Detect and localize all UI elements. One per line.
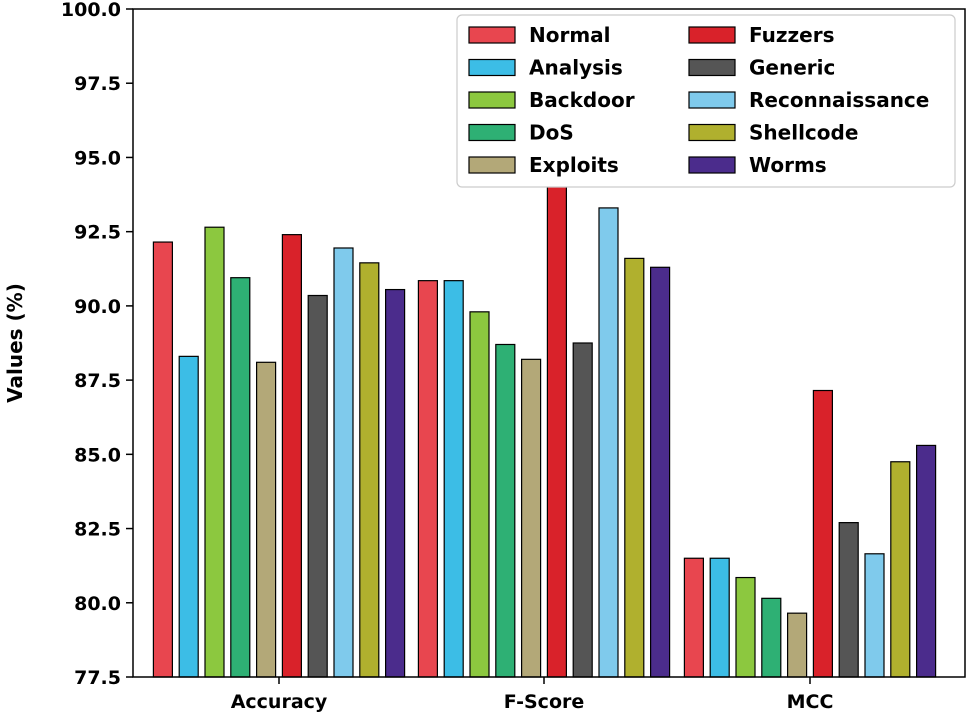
bar-analysis-mcc (709, 557, 730, 678)
legend-swatch-fuzzers (688, 26, 736, 44)
bar-backdoor-mcc (735, 576, 756, 678)
y-tick-label: 77.5 (74, 667, 121, 689)
x-tick-label: Accuracy (231, 691, 328, 713)
legend-label-backdoor: Backdoor (529, 88, 635, 112)
legend-label-fuzzers: Fuzzers (749, 23, 835, 47)
legend-label-dos: DoS (529, 121, 574, 145)
bar-fuzzers-mcc (812, 389, 834, 678)
legend-swatch-reconnaissance (688, 91, 736, 109)
legend-label-normal: Normal (529, 23, 611, 47)
legend: Normal Analysis Backdoor DoS Exploits Fuzzers… (456, 14, 956, 188)
y-tick-label: 87.5 (74, 370, 121, 392)
bar-generic-f-score (572, 342, 593, 678)
bar-shellcode-accuracy (359, 262, 380, 678)
bar-dos-accuracy (230, 277, 251, 678)
bar-worms-f-score (649, 266, 671, 678)
bar-generic-mcc (838, 522, 859, 678)
legend-swatch-dos (468, 123, 516, 142)
bar-reconnaissance-accuracy (333, 247, 354, 678)
legend-swatch-worms (688, 156, 736, 174)
bar-generic-accuracy (307, 294, 328, 678)
bar-backdoor-f-score (469, 311, 490, 678)
x-tick-labels: Accuracy F-Score MCC (231, 677, 834, 713)
bar-normal-mcc (683, 557, 705, 678)
legend-swatch-exploits (468, 156, 516, 174)
legend-swatch-shellcode (688, 123, 736, 142)
x-tick-label: F-Score (504, 691, 585, 713)
y-axis-title: Values (%) (3, 283, 27, 403)
legend-label-generic: Generic (749, 56, 835, 80)
legend-swatch-analysis (468, 58, 516, 77)
y-tick-label: 100.0 (61, 0, 121, 21)
bar-dos-mcc (761, 597, 782, 678)
bar-backdoor-accuracy (204, 226, 225, 678)
bar-normal-accuracy (152, 241, 173, 678)
axis-ticks: 77.5 80.0 82.5 85.0 87.5 90.0 92.5 95.0 97.5 100.… (61, 0, 133, 689)
bar-exploits-mcc (786, 612, 808, 678)
bar-fuzzers-f-score (546, 177, 568, 678)
y-tick-label: 80.0 (74, 593, 121, 615)
legend-label-reconnaissance: Reconnaissance (749, 88, 929, 112)
bar-normal-f-score (417, 280, 438, 678)
bar-exploits-f-score (520, 358, 542, 678)
bars (152, 177, 937, 678)
bar-reconnaissance-f-score (598, 207, 619, 678)
legend-swatch-generic (688, 58, 736, 77)
legend-swatch-backdoor (468, 91, 516, 109)
bar-analysis-f-score (443, 280, 464, 678)
x-tick-label: MCC (787, 691, 834, 713)
y-tick-label: 92.5 (74, 222, 121, 244)
bar-reconnaissance-mcc (864, 553, 885, 678)
bar-analysis-accuracy (178, 355, 199, 678)
bar-fuzzers-accuracy (281, 234, 302, 678)
bar-exploits-accuracy (256, 361, 277, 678)
bar-shellcode-mcc (890, 461, 911, 678)
legend-label-exploits: Exploits (529, 153, 619, 177)
y-tick-label: 85.0 (74, 444, 121, 466)
legend-label-shellcode: Shellcode (749, 121, 858, 145)
bar-shellcode-f-score (624, 257, 645, 678)
legend-label-worms: Worms (749, 153, 827, 177)
bar-worms-mcc (915, 444, 937, 678)
legend-swatch-normal (468, 26, 516, 44)
y-tick-label: 82.5 (74, 519, 121, 541)
y-tick-label: 95.0 (74, 147, 121, 169)
bar-dos-f-score (495, 343, 516, 678)
bar-worms-accuracy (385, 288, 406, 678)
legend-label-analysis: Analysis (529, 56, 623, 80)
y-tick-label: 90.0 (74, 296, 121, 318)
y-tick-label: 97.5 (74, 73, 121, 95)
plot-frame (132, 8, 966, 678)
